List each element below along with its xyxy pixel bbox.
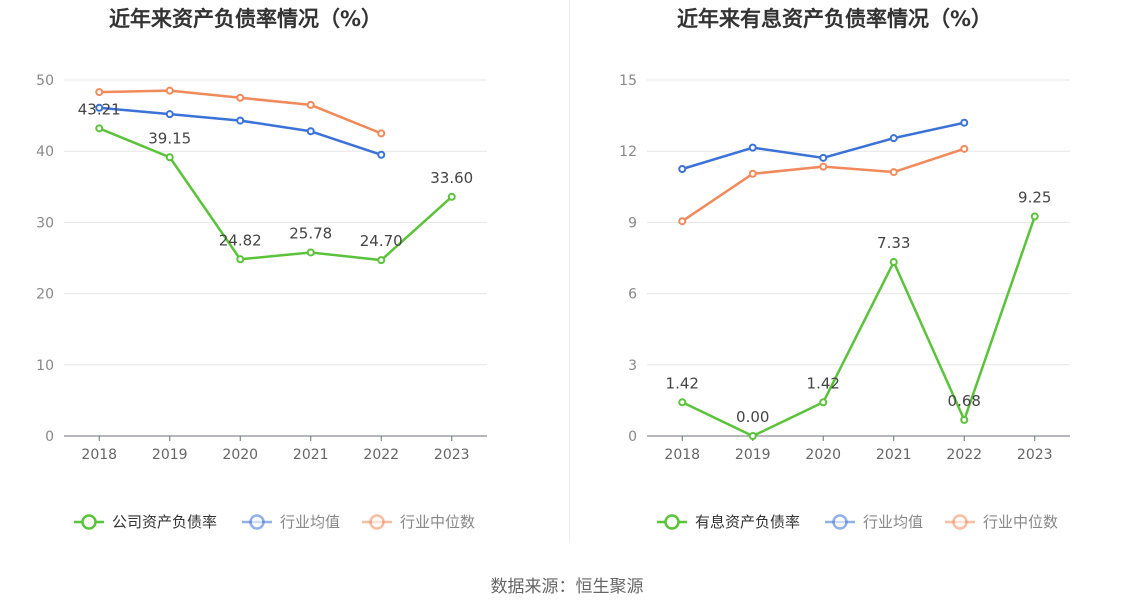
data-label: 7.33	[877, 234, 910, 252]
data-label: 39.15	[148, 129, 191, 147]
x-tick-label: 2019	[152, 447, 188, 463]
data-point	[95, 103, 104, 112]
legend-marker	[832, 514, 848, 530]
y-tick-label: 15	[619, 73, 637, 89]
y-tick-label: 6	[628, 287, 637, 303]
data-label: 25.78	[289, 224, 332, 242]
x-tick-label: 2020	[805, 447, 841, 463]
y-tick-label: 30	[36, 215, 54, 231]
data-point	[678, 165, 687, 173]
data-point	[447, 192, 456, 201]
data-point	[819, 153, 828, 162]
legend-marker	[81, 514, 97, 530]
panel-divider	[569, 0, 570, 542]
x-tick-label: 2018	[664, 447, 700, 463]
data-point	[748, 432, 757, 440]
data-point	[165, 86, 174, 95]
data-label: 43.21	[78, 100, 121, 118]
x-tick-label: 2023	[434, 447, 470, 463]
data-source-footer: 数据来源：恒生聚源	[490, 577, 644, 597]
data-point	[748, 169, 757, 178]
data-label: 33.60	[430, 169, 473, 187]
x-tick-label: 2022	[946, 447, 982, 463]
y-tick-label: 9	[628, 215, 637, 231]
debt-ratio-chart: 近年来资产负债率情况（%） 0 10 20 30 40 50 2018 2019 2020 2021…	[36, 7, 487, 531]
data-point	[819, 162, 828, 171]
series-line	[98, 127, 453, 262]
data-point	[960, 118, 969, 127]
y-tick-label: 0	[628, 429, 637, 445]
y-tick-label: 20	[36, 287, 54, 303]
legend-label: 行业均值	[863, 513, 923, 531]
x-tick-label: 2023	[1017, 447, 1053, 463]
y-tick-label: 3	[628, 358, 637, 374]
data-label: 24.82	[219, 231, 262, 249]
right-chart-panel: 近年来有息资产负债率情况（%） 0 3 6 9 12 15 2018 2019 2020 2021 2…	[567, 0, 1134, 560]
data-point	[306, 127, 315, 136]
legend-label: 有息资产负债率	[695, 513, 800, 531]
data-point	[377, 256, 386, 265]
data-point	[95, 124, 104, 133]
series-line	[681, 216, 1036, 438]
data-point	[306, 248, 315, 257]
legend-label: 行业中位数	[983, 513, 1058, 531]
legend-label: 行业中位数	[400, 513, 475, 531]
legend-marker	[952, 514, 968, 530]
x-tick-label: 2022	[363, 447, 399, 463]
x-tick-label: 2019	[735, 447, 771, 463]
data-label: 0.00	[736, 408, 769, 426]
data-point	[306, 100, 315, 109]
interest-bearing-debt-ratio-chart: 近年来有息资产负债率情况（%） 0 3 6 9 12 15 2018 2019 2020 2021 2…	[619, 7, 1070, 531]
y-tick-label: 40	[36, 144, 54, 160]
data-label: 9.25	[1018, 188, 1051, 206]
data-point	[165, 110, 174, 119]
x-tick-label: 2021	[293, 447, 329, 463]
data-point	[889, 258, 898, 267]
data-point	[889, 168, 898, 177]
data-point	[1030, 212, 1039, 221]
data-point	[960, 415, 969, 424]
data-point	[377, 129, 386, 138]
data-point	[748, 143, 757, 152]
data-point	[819, 398, 828, 407]
x-tick-label: 2018	[81, 447, 117, 463]
legend-marker	[664, 514, 680, 530]
data-point	[678, 398, 687, 407]
data-point	[236, 255, 245, 264]
chart-title: 近年来有息资产负债率情况（%）	[677, 7, 992, 31]
left-chart-panel: 近年来资产负债率情况（%） 0 10 20 30 40 50 2018 2019 2020 2021…	[0, 0, 567, 560]
series-line	[99, 106, 382, 156]
x-tick-label: 2020	[222, 447, 258, 463]
legend-marker	[249, 514, 265, 530]
data-point	[165, 153, 174, 162]
y-tick-label: 0	[45, 429, 54, 445]
data-label: 1.42	[666, 374, 699, 392]
data-point	[95, 88, 104, 97]
data-point	[889, 134, 898, 143]
y-tick-label: 12	[619, 144, 637, 160]
y-tick-label: 10	[36, 358, 54, 374]
x-tick-label: 2021	[876, 447, 912, 463]
y-tick-label: 50	[36, 73, 54, 89]
legend-label: 公司资产负债率	[112, 513, 217, 531]
data-label: 1.42	[807, 374, 840, 392]
data-point	[236, 116, 245, 125]
data-point	[678, 217, 687, 226]
data-label: 0.68	[948, 392, 981, 410]
data-point	[377, 150, 386, 159]
legend-marker	[369, 514, 385, 530]
data-point	[236, 93, 245, 102]
chart-title: 近年来资产负债率情况（%）	[109, 7, 382, 31]
legend-label: 行业均值	[280, 513, 340, 531]
data-point	[960, 144, 969, 153]
data-label: 24.70	[360, 232, 403, 250]
